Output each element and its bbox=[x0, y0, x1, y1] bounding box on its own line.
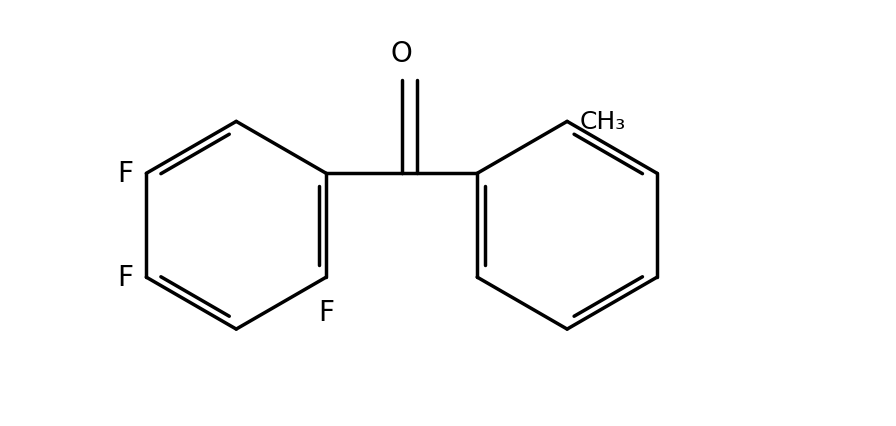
Text: F: F bbox=[117, 160, 134, 188]
Text: F: F bbox=[318, 299, 334, 327]
Text: F: F bbox=[117, 264, 134, 291]
Text: CH₃: CH₃ bbox=[580, 110, 626, 134]
Text: O: O bbox=[391, 40, 412, 68]
